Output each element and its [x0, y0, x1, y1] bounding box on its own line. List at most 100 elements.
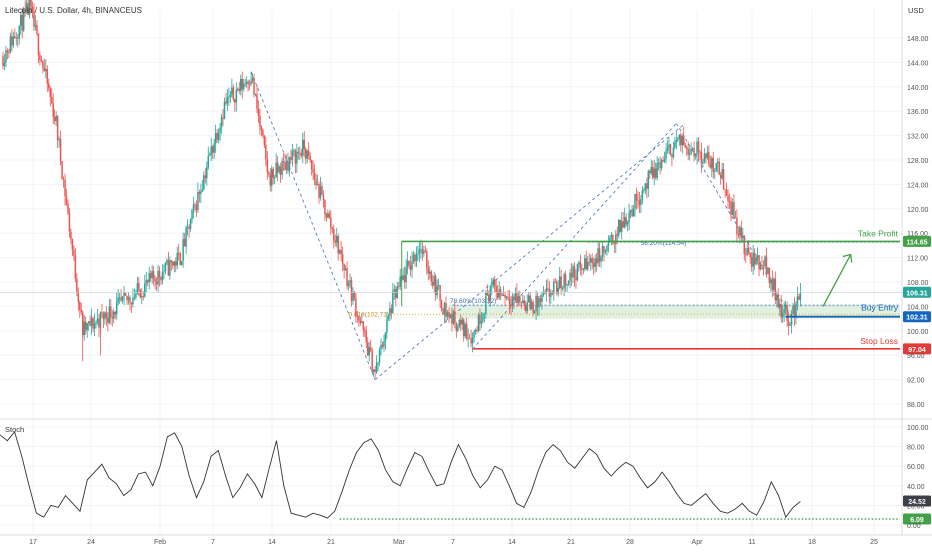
candle-body: [160, 277, 162, 281]
stop-loss-price-badge: 97.04: [908, 347, 926, 354]
time-tick-label: 21: [567, 539, 575, 546]
candle-body: [557, 287, 559, 294]
candle-body: [365, 331, 368, 343]
candle-body: [535, 295, 537, 312]
candle-body: [179, 253, 181, 265]
price-tick-label: 88.00: [907, 402, 925, 409]
candle-body: [291, 150, 294, 160]
candle-body: [784, 305, 787, 310]
candle-body: [192, 204, 195, 210]
candle-body: [792, 305, 794, 315]
candle-body: [366, 342, 369, 356]
candle-body: [613, 243, 616, 245]
candle-body: [390, 308, 393, 313]
price-tick-label: 132.00: [907, 134, 929, 141]
candle-body: [214, 133, 217, 144]
candle-body: [166, 260, 168, 263]
candle-body: [501, 294, 503, 297]
candle-body: [480, 320, 483, 324]
candle-body: [544, 292, 546, 294]
candle-body: [699, 151, 701, 153]
candle-body: [569, 272, 571, 281]
candle-body: [522, 300, 524, 304]
time-tick-label: 11: [748, 539, 755, 546]
candle-body: [618, 220, 620, 236]
candle-body: [578, 262, 580, 265]
candle-body: [164, 262, 167, 272]
currency-label[interactable]: USD: [908, 6, 924, 15]
candle-body: [566, 284, 568, 286]
candle-body: [279, 166, 282, 175]
candle-body: [615, 234, 617, 244]
candle-body: [759, 264, 762, 270]
candle-body: [637, 200, 639, 202]
candle-body: [68, 212, 71, 232]
candle-body: [418, 249, 421, 254]
candle-body: [563, 274, 565, 289]
candle-body: [433, 275, 435, 286]
candle-body: [756, 255, 759, 258]
candle-body: [151, 271, 153, 279]
candle-body: [644, 183, 647, 191]
projection-arrow-head: [842, 253, 853, 263]
candle-body: [457, 326, 459, 331]
candle-body: [795, 303, 797, 318]
candle-body: [113, 311, 115, 319]
candle-body: [84, 321, 87, 331]
candle-body: [486, 292, 489, 296]
candle-body: [90, 317, 93, 326]
candle-body: [17, 37, 19, 39]
candle-body: [152, 271, 155, 280]
time-tick-label: 7: [211, 539, 215, 546]
candle-body: [780, 304, 782, 318]
candle-body: [674, 142, 676, 148]
candle-body: [177, 253, 180, 254]
candle-body: [421, 249, 424, 254]
candle-body: [483, 313, 486, 315]
candle-body: [248, 84, 251, 85]
candle-body: [263, 135, 266, 145]
candle-body: [194, 204, 196, 206]
stoch-tick-label: 100.00: [907, 425, 929, 432]
candle-body: [736, 217, 738, 235]
candle-body: [622, 221, 624, 228]
candle-body: [588, 261, 590, 263]
candle-body: [653, 168, 655, 178]
candle-body: [380, 344, 382, 350]
candle-body: [161, 272, 164, 281]
candle-body: [242, 83, 245, 90]
candle-body: [399, 276, 401, 287]
candle-body: [767, 267, 769, 274]
candle-body: [319, 186, 322, 198]
time-tick-label: 24: [87, 539, 95, 546]
candle-body: [98, 318, 100, 328]
candle-body: [700, 151, 703, 164]
candle-body: [607, 242, 610, 247]
candle-body: [647, 171, 650, 189]
candle-body: [452, 311, 455, 324]
candle-body: [244, 83, 246, 85]
candle-body: [770, 279, 772, 284]
candle-body: [117, 297, 119, 302]
candle-body: [507, 296, 509, 299]
candle-body: [331, 227, 334, 229]
candle-body: [610, 234, 613, 238]
candle-body: [646, 183, 648, 189]
candle-body: [620, 221, 623, 232]
candle-body: [443, 303, 446, 315]
stoch-line: [0, 430, 801, 519]
candle-body: [223, 101, 226, 119]
candle-body: [758, 255, 760, 270]
candle-body: [87, 321, 90, 324]
candle-body: [539, 298, 542, 303]
candle-body: [136, 282, 139, 294]
candle-body: [669, 144, 672, 155]
candle-body: [170, 260, 173, 262]
candle-body: [141, 296, 143, 298]
candle-body: [467, 338, 469, 340]
candle-body: [449, 314, 452, 318]
candle-body: [495, 286, 497, 293]
candle-body: [778, 304, 781, 308]
candle-body: [49, 88, 52, 98]
candle-body: [681, 135, 684, 146]
